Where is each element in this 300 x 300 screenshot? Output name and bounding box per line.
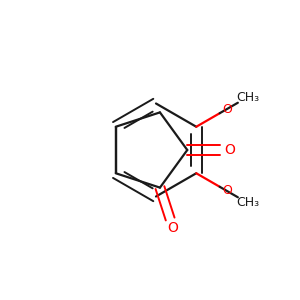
Text: O: O (222, 103, 232, 116)
Text: O: O (222, 184, 232, 197)
Text: O: O (224, 143, 235, 157)
Text: CH₃: CH₃ (236, 91, 259, 103)
Text: CH₃: CH₃ (236, 196, 259, 209)
Text: O: O (168, 221, 178, 235)
